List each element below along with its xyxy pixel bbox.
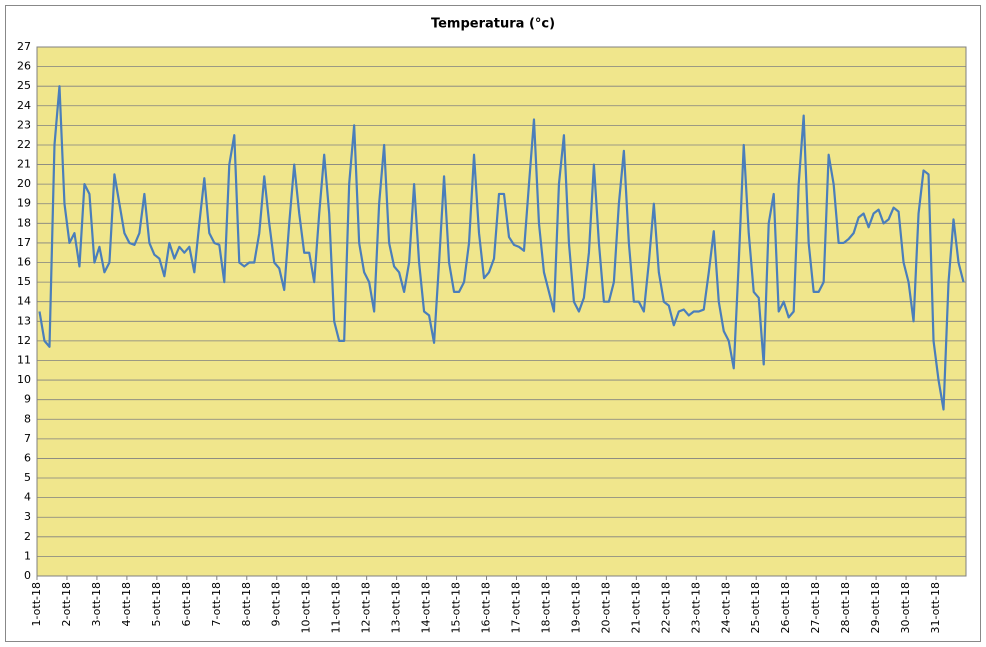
x-tick-label: 28-ott-18 xyxy=(839,582,852,634)
temperature-line xyxy=(38,85,965,411)
y-tick-label: 26 xyxy=(17,60,31,73)
x-tick-label: 15-ott-18 xyxy=(450,582,463,634)
x-tick-label: 19-ott-18 xyxy=(569,582,582,634)
y-tick-label: 17 xyxy=(17,236,31,249)
x-tick-label: 31-ott-18 xyxy=(929,582,942,634)
x-tick-label: 21-ott-18 xyxy=(629,582,642,634)
chart-title: Temperatura (°c) xyxy=(431,17,555,32)
x-tick-label: 8-ott-18 xyxy=(240,582,253,627)
y-tick-label: 16 xyxy=(17,256,31,269)
x-tick-label: 27-ott-18 xyxy=(809,582,822,634)
x-tick-label: 7-ott-18 xyxy=(210,582,223,627)
x-tick-label: 4-ott-18 xyxy=(120,582,133,627)
x-tick-label: 20-ott-18 xyxy=(599,582,612,634)
y-tick-label: 20 xyxy=(17,177,31,190)
y-tick-label: 27 xyxy=(17,40,31,53)
x-tick-label: 1-ott-18 xyxy=(30,582,43,627)
y-tick-label: 11 xyxy=(17,353,31,366)
y-tick-label: 5 xyxy=(24,471,31,484)
y-tick-label: 6 xyxy=(24,451,31,464)
y-tick-label: 23 xyxy=(17,118,31,131)
y-tick-label: 25 xyxy=(17,79,31,92)
x-tick-label: 30-ott-18 xyxy=(899,582,912,634)
y-tick-label: 8 xyxy=(24,412,31,425)
x-tick-label: 12-ott-18 xyxy=(360,582,373,634)
x-tick-label: 9-ott-18 xyxy=(270,582,283,627)
y-tick-label: 12 xyxy=(17,334,31,347)
y-tick-label: 21 xyxy=(17,158,31,171)
y-tick-label: 1 xyxy=(24,549,31,562)
x-tick-label: 16-ott-18 xyxy=(480,582,493,634)
y-tick-label: 14 xyxy=(17,295,31,308)
y-tick-label: 10 xyxy=(17,373,31,386)
y-tick-label: 7 xyxy=(24,432,31,445)
y-tick-label: 2 xyxy=(24,530,31,543)
plot-area xyxy=(36,46,967,577)
y-tick-label: 9 xyxy=(24,393,31,406)
x-tick-label: 24-ott-18 xyxy=(719,582,732,634)
x-tick-label: 3-ott-18 xyxy=(90,582,103,627)
x-tick-label: 29-ott-18 xyxy=(869,582,882,634)
x-tick-label: 26-ott-18 xyxy=(779,582,792,634)
x-tick-label: 18-ott-18 xyxy=(539,582,552,634)
x-tick-label: 22-ott-18 xyxy=(659,582,672,634)
y-tick-label: 0 xyxy=(24,569,31,582)
x-tick-label: 5-ott-18 xyxy=(150,582,163,627)
x-tick-label: 14-ott-18 xyxy=(420,582,433,634)
x-tick-label: 11-ott-18 xyxy=(330,582,343,634)
y-tick-label: 22 xyxy=(17,138,31,151)
y-tick-label: 18 xyxy=(17,216,31,229)
y-tick-label: 13 xyxy=(17,314,31,327)
y-tick-label: 3 xyxy=(24,510,31,523)
x-tick-label: 25-ott-18 xyxy=(749,582,762,634)
y-tick-label: 4 xyxy=(24,491,31,504)
y-tick-label: 15 xyxy=(17,275,31,288)
x-tick-label: 10-ott-18 xyxy=(300,582,313,634)
x-tick-label: 17-ott-18 xyxy=(509,582,522,634)
x-tick-label: 23-ott-18 xyxy=(689,582,702,634)
x-tick-label: 6-ott-18 xyxy=(180,582,193,627)
y-tick-label: 24 xyxy=(17,99,31,112)
y-tick-label: 19 xyxy=(17,197,31,210)
x-tick-label: 2-ott-18 xyxy=(60,582,73,627)
x-tick-label: 13-ott-18 xyxy=(390,582,403,634)
